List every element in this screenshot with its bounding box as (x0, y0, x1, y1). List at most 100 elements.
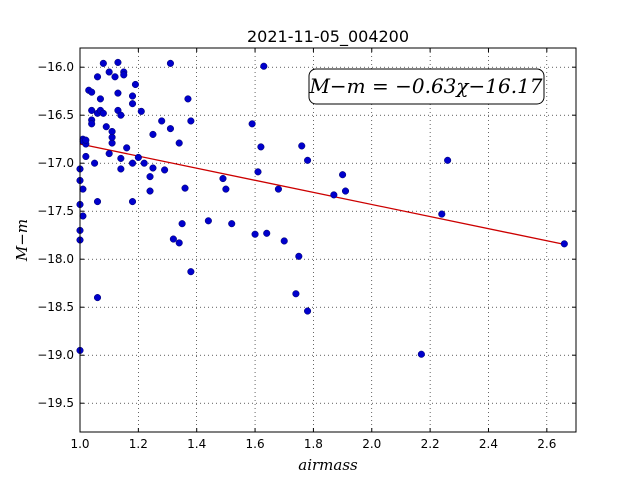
data-point (137, 107, 145, 115)
data-point (166, 59, 174, 67)
fit-line (79, 143, 565, 246)
y-tick-label: −17.0 (37, 156, 74, 170)
x-tick-label: 1.6 (246, 437, 265, 451)
data-point (93, 294, 102, 302)
data-point (120, 71, 128, 79)
data-point (128, 92, 137, 100)
y-tick-label: −17.5 (37, 204, 74, 218)
fit-equation: M−m = −0.63χ−16.17 (308, 74, 542, 98)
data-point (304, 307, 312, 315)
data-point (169, 235, 177, 243)
data-point (178, 220, 186, 228)
data-point (82, 136, 90, 144)
data-point (274, 185, 282, 193)
data-point (251, 230, 259, 238)
data-point (295, 252, 303, 260)
data-point (82, 152, 90, 161)
data-point (254, 168, 262, 176)
y-axis-ticks: −16.0 −16.5 −17.0 −17.5 −18.0 −18.5 −19.0 −19.5 (37, 60, 576, 410)
data-point (117, 111, 125, 119)
data-point (79, 212, 87, 220)
data-point (280, 237, 288, 245)
data-point (108, 127, 116, 136)
data-point (88, 88, 96, 96)
x-axis-ticks: 1.0 1.2 1.4 1.6 1.8 2.0 2.2 2.4 2.6 (70, 48, 556, 451)
data-point (99, 59, 107, 67)
data-point (117, 154, 125, 162)
data-point (146, 173, 154, 181)
fit-annotation: M−m = −0.63χ−16.17 (308, 68, 545, 105)
data-point (99, 109, 107, 117)
data-point (114, 89, 122, 97)
data-point (438, 210, 446, 218)
y-tick-label: −16.5 (37, 108, 74, 122)
x-tick-label: 1.4 (187, 437, 206, 451)
x-axis-label: airmass (298, 456, 358, 474)
data-point (105, 150, 113, 158)
x-tick-label: 2.0 (362, 437, 381, 451)
y-tick-label: −18.5 (37, 300, 74, 314)
data-point (187, 117, 195, 125)
data-point (88, 106, 96, 114)
data-point (79, 185, 87, 193)
data-point (560, 240, 568, 248)
data-point (158, 117, 166, 125)
data-point (140, 159, 148, 167)
data-point (149, 164, 157, 172)
data-point (187, 268, 195, 276)
data-point (102, 123, 110, 131)
data-point (304, 156, 312, 164)
x-tick-label: 2.2 (421, 437, 440, 451)
data-point (88, 120, 96, 128)
data-point (149, 130, 157, 138)
y-tick-label: −18.0 (37, 252, 74, 266)
chart-title: 2021-11-05_004200 (247, 27, 409, 47)
data-point (105, 68, 113, 76)
data-point (114, 58, 122, 66)
y-tick-label: −19.5 (37, 396, 74, 410)
x-tick-label: 2.6 (537, 437, 556, 451)
x-tick-label: 1.8 (304, 437, 323, 451)
data-point (161, 166, 169, 174)
data-point (298, 142, 306, 150)
data-point (134, 153, 142, 161)
data-point (96, 95, 104, 103)
data-point (341, 187, 350, 195)
data-point (292, 290, 300, 298)
data-point (111, 73, 119, 81)
y-tick-label: −16.0 (37, 60, 74, 74)
data-point (123, 144, 131, 152)
data-point (257, 143, 265, 151)
x-tick-label: 1.0 (70, 437, 89, 451)
data-point (330, 191, 338, 199)
data-point (146, 187, 154, 195)
data-point (260, 62, 268, 70)
x-tick-label: 1.2 (129, 437, 148, 451)
grid (80, 48, 576, 432)
data-point (175, 139, 183, 147)
data-point (444, 156, 452, 164)
data-point (222, 185, 230, 193)
data-point (339, 171, 347, 179)
fit-line-group (79, 143, 565, 246)
data-point (175, 239, 183, 247)
data-point (263, 229, 271, 237)
data-point (166, 125, 174, 133)
y-tick-label: −19.0 (37, 348, 74, 362)
data-points (76, 58, 568, 358)
data-point (128, 100, 137, 108)
data-point (117, 165, 125, 173)
data-point (93, 73, 102, 81)
data-point (91, 159, 99, 167)
data-point (417, 350, 425, 358)
data-point (204, 217, 212, 225)
x-tick-label: 2.4 (479, 437, 498, 451)
data-point (128, 159, 137, 167)
annotation-box (308, 68, 545, 105)
data-point (128, 198, 137, 206)
data-point (219, 175, 227, 183)
data-point (228, 220, 236, 228)
data-point (131, 80, 139, 89)
data-point (248, 120, 256, 128)
